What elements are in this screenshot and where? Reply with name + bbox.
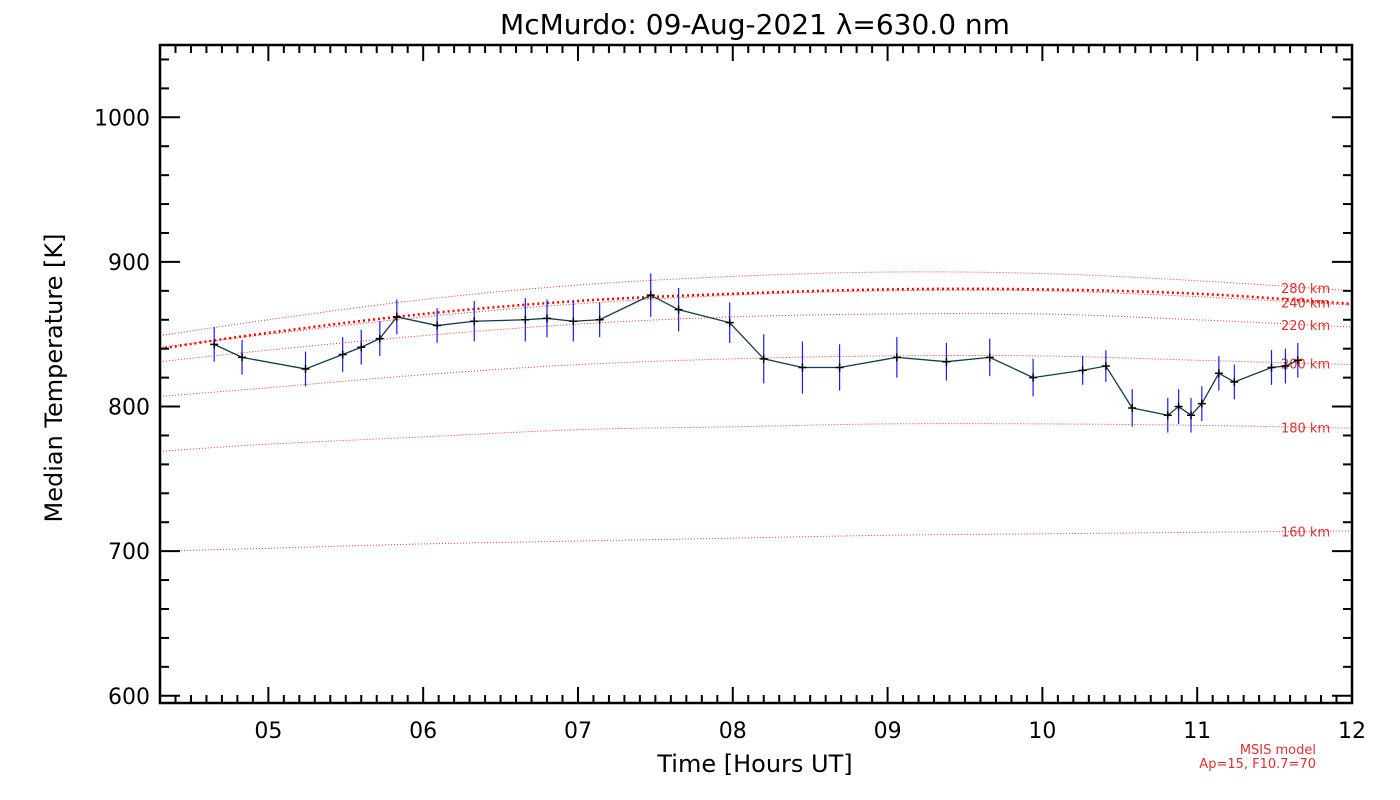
- x-tick-label: 08: [719, 719, 747, 744]
- msis-label-200km: 200 km: [1281, 357, 1330, 372]
- data-point: [543, 314, 552, 323]
- data-point: [1174, 402, 1183, 411]
- msis-label-280km: 280 km: [1281, 282, 1330, 297]
- y-tick-label: 1000: [94, 106, 150, 131]
- x-axis-label: Time [Hours UT]: [656, 750, 852, 778]
- data-point: [1267, 363, 1276, 372]
- msis-curve-200km: [160, 354, 1352, 397]
- data-point: [985, 353, 994, 362]
- data-point: [1230, 377, 1239, 386]
- footer-msis-label: MSIS model: [1240, 743, 1316, 758]
- msis-fitted-curve: [160, 287, 1352, 350]
- data-point: [238, 353, 247, 362]
- data-point: [1197, 399, 1206, 408]
- msis-label-220km: 220 km: [1281, 319, 1330, 334]
- data-point: [375, 334, 384, 343]
- data-point: [1281, 362, 1290, 371]
- data-point: [301, 364, 310, 373]
- data-point: [1187, 411, 1195, 420]
- x-tick-label: 07: [564, 719, 592, 744]
- x-tick-label: 05: [254, 719, 282, 744]
- msis-label-160km: 160 km: [1281, 525, 1330, 540]
- data-point: [210, 340, 219, 349]
- x-tick-label: 12: [1338, 719, 1366, 744]
- x-tick-label: 06: [409, 719, 437, 744]
- data-point: [392, 312, 401, 321]
- data-point: [1101, 362, 1110, 371]
- data-point: [470, 317, 479, 326]
- y-axis-label: Median Temperature [K]: [40, 233, 68, 522]
- data-point: [674, 305, 683, 314]
- x-tick-label: 11: [1183, 719, 1211, 744]
- data-point: [725, 318, 734, 327]
- y-tick-label: 800: [108, 396, 150, 421]
- msis-label-180km: 180 km: [1281, 421, 1330, 436]
- temperature-line: [213, 294, 1299, 417]
- data-point: [1214, 369, 1223, 378]
- y-tick-label: 900: [108, 251, 150, 276]
- x-tick-label: 10: [1028, 719, 1056, 744]
- data-point: [1128, 403, 1137, 412]
- data-point: [433, 321, 442, 330]
- data-point: [1078, 366, 1087, 375]
- data-point: [338, 350, 347, 359]
- data-point: [357, 343, 366, 352]
- data-point: [646, 291, 655, 300]
- data-point: [569, 317, 578, 326]
- data-point: [595, 315, 604, 324]
- plot-frame: [158, 43, 1354, 705]
- data-point: [942, 357, 951, 366]
- msis-curve-160km: [160, 530, 1352, 552]
- y-tick-label: 600: [108, 685, 150, 710]
- y-tick-label: 700: [108, 540, 150, 565]
- data-point: [798, 363, 807, 372]
- data-point: [892, 353, 901, 362]
- data-point: [521, 315, 530, 324]
- data-point: [1293, 356, 1302, 365]
- footer-msis-params: Ap=15, F10.7=70: [1199, 757, 1316, 772]
- data-point: [1029, 373, 1038, 382]
- chart-title: McMurdo: 09-Aug-2021 λ=630.0 nm: [500, 8, 1010, 41]
- data-point: [835, 363, 844, 372]
- data-point: [759, 354, 768, 363]
- msis-curve-280km: [160, 271, 1352, 337]
- x-tick-label: 09: [874, 719, 902, 744]
- msis-curve-240km: [160, 289, 1352, 348]
- data-point: [1163, 411, 1172, 420]
- msis-curve-180km: [160, 423, 1352, 452]
